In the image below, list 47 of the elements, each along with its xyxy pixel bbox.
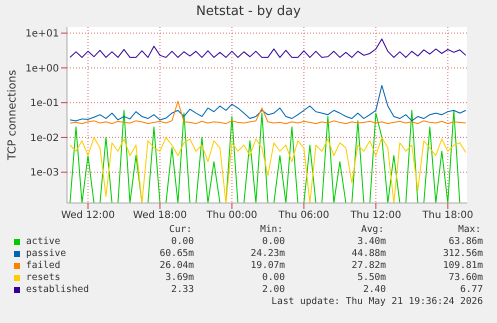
y-tick-label: 1e-02: [30, 132, 59, 144]
text: 2.40: [363, 284, 386, 295]
legend-label: resets: [26, 272, 60, 283]
text: 60.65m: [160, 248, 194, 259]
text: Last update: Thu May 21 19:36:24 2026: [271, 296, 483, 307]
text: 0.00: [171, 236, 194, 247]
text: 27.82m: [352, 260, 386, 271]
y-tick-label: 1e+01: [25, 28, 59, 40]
line-series: [70, 100, 466, 124]
text: 63.86m: [448, 236, 483, 247]
text: 312.56m: [442, 248, 483, 259]
text: 0.00: [262, 272, 285, 283]
text: 5.50m: [357, 272, 386, 283]
text: 6.77: [460, 284, 483, 295]
line-series: [70, 84, 466, 122]
text: 3.40m: [357, 236, 386, 247]
legend-label: passive: [26, 248, 66, 259]
legend-label: active: [26, 236, 60, 247]
y-tick-label: 1e-03: [30, 168, 59, 179]
x-tick-label: Thu 00:00: [206, 210, 258, 222]
text: Cur:: [169, 224, 192, 235]
line-series: [70, 136, 466, 203]
x-tick-label: Thu 12:00: [349, 210, 402, 222]
x-tick-label: Wed 18:00: [133, 210, 187, 222]
text: 2.33: [171, 284, 194, 295]
x-tick-label: Thu 18:00: [421, 210, 474, 222]
text: 44.88m: [352, 248, 386, 259]
text: 19.07m: [250, 260, 285, 271]
text: 73.60m: [448, 272, 483, 283]
text: Max:: [458, 224, 481, 235]
text: 3.69m: [165, 272, 194, 283]
y-tick-label: 1e+00: [25, 63, 59, 74]
x-tick-label: Wed 12:00: [61, 210, 115, 222]
text: 26.04m: [160, 260, 194, 271]
legend-label: failed: [26, 260, 60, 271]
text: 0.00: [262, 236, 285, 247]
text: Min:: [260, 224, 283, 235]
line-series: [70, 38, 466, 58]
text: 109.81m: [442, 260, 483, 271]
legend-label: established: [26, 284, 89, 295]
x-tick-label: Thu 06:00: [277, 210, 330, 222]
y-axis-title: TCP connections: [6, 70, 18, 160]
text: Avg:: [361, 224, 384, 235]
y-tick-label: 1e-01: [30, 98, 59, 110]
chart-title: Netstat - by day: [195, 4, 302, 19]
text: 2.00: [262, 284, 285, 295]
text: 24.23m: [250, 248, 285, 259]
